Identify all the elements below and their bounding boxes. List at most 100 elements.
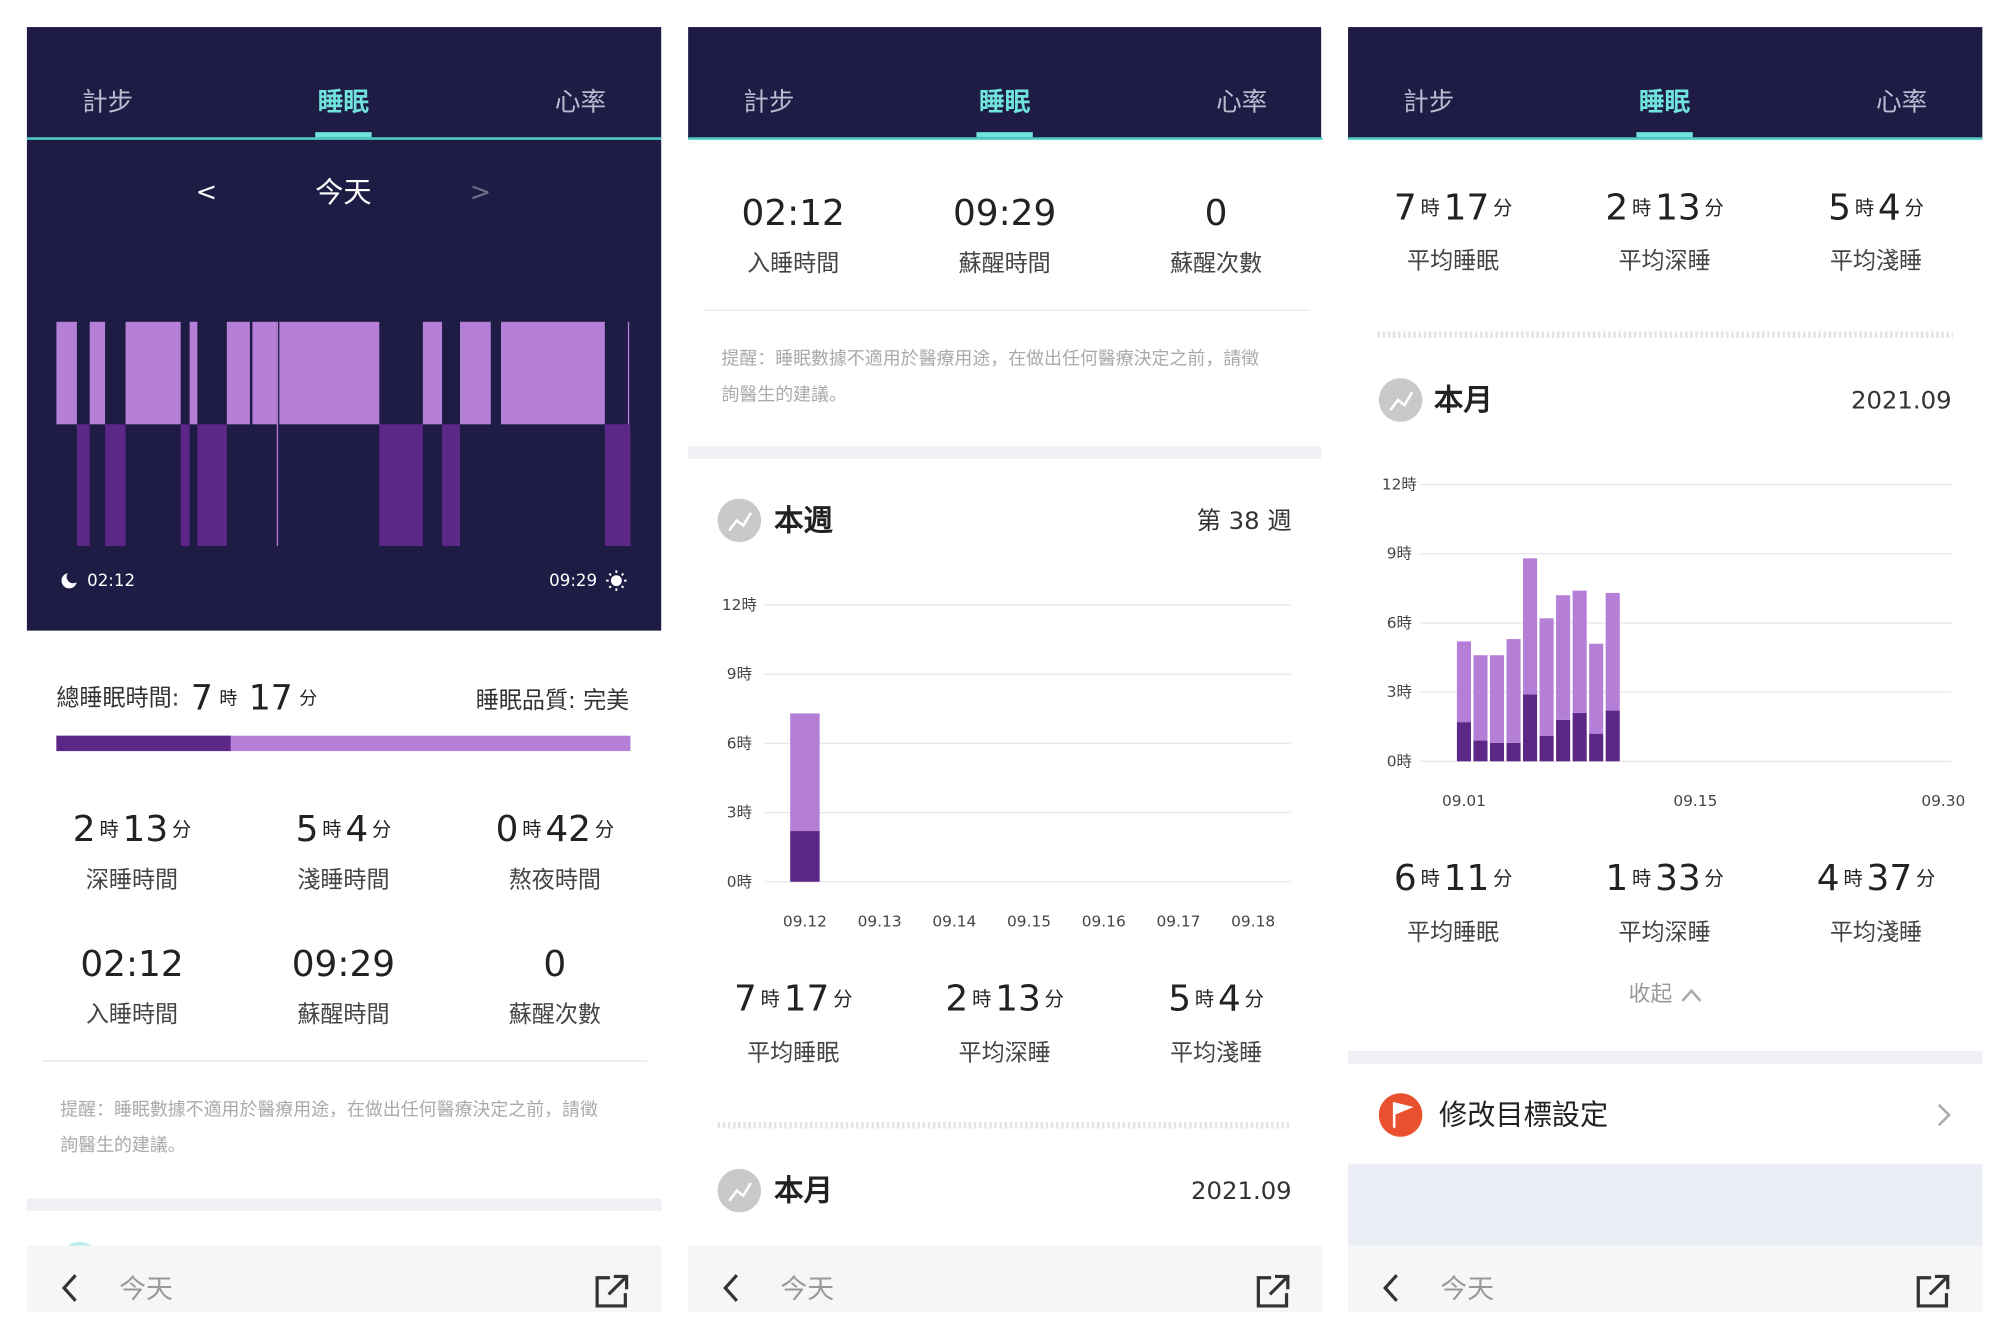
- stat-value: 7 時 17 分: [734, 978, 852, 1019]
- section-gap: [688, 446, 1322, 459]
- light-sleep: [56, 321, 77, 425]
- stat-unit: 分: [1493, 196, 1512, 219]
- chart-icon: [717, 498, 762, 543]
- bar: [1489, 655, 1505, 743]
- chevron-right[interactable]: [1937, 1103, 1951, 1127]
- stat-number: 7: [1394, 187, 1417, 228]
- tab[interactable]: 心率: [1216, 88, 1267, 118]
- goal-icon: [1378, 1093, 1423, 1137]
- goal-setting[interactable]: 修改目標設定: [1439, 1098, 1608, 1131]
- stat-unit: 分: [833, 987, 852, 1010]
- bottom-bar: [688, 1245, 1323, 1313]
- y-tick-label: 6時: [1387, 614, 1412, 632]
- back-icon[interactable]: [723, 1274, 739, 1302]
- section-title: 本週: [774, 503, 833, 537]
- section-period: 2021.09: [1191, 1176, 1292, 1205]
- stat-unit: 時: [972, 987, 991, 1010]
- back-icon[interactable]: [61, 1274, 77, 1302]
- stat-unit: 分: [595, 818, 614, 841]
- next-day[interactable]: >: [470, 177, 491, 207]
- bar: [790, 713, 820, 832]
- stat-unit: 分: [1916, 866, 1935, 889]
- stat-number: 09:29: [953, 192, 1056, 233]
- prev-day[interactable]: <: [196, 177, 217, 207]
- stat-unit: 時: [99, 818, 118, 841]
- deep-sleep: [379, 424, 423, 547]
- stat-number: 7: [734, 978, 757, 1019]
- share-icon[interactable]: [595, 1274, 629, 1308]
- tab[interactable]: 計步: [743, 88, 794, 118]
- back-label[interactable]: 今天: [780, 1274, 834, 1305]
- stat-value: 09:29: [292, 943, 395, 984]
- y-tick-label: 3時: [727, 804, 752, 822]
- tab[interactable]: 心率: [555, 88, 606, 118]
- x-tick-label: 09.13: [858, 913, 902, 931]
- reminder: 詢醫生的建議。: [721, 384, 846, 405]
- stat-number: 0: [1205, 192, 1228, 233]
- stat-unit: 分: [1493, 866, 1512, 889]
- chart-icon: [1378, 378, 1423, 422]
- deep-sleep: [442, 424, 461, 547]
- stat-number: 4: [1878, 187, 1901, 228]
- stat-number: 42: [545, 809, 591, 850]
- stat-unit: 時: [522, 818, 541, 841]
- stat-label: 入睡時間: [86, 1002, 178, 1028]
- section-title: 本月: [774, 1174, 833, 1208]
- bar: [1605, 710, 1620, 762]
- chart-icon: [728, 1182, 753, 1202]
- x-tick-label: 09.16: [1082, 913, 1126, 931]
- tab[interactable]: 睡眠: [1639, 88, 1691, 118]
- back-label[interactable]: 今天: [119, 1274, 173, 1305]
- stat-value: 6 時 11 分: [1394, 857, 1512, 898]
- stat-label: 平均淺睡: [1830, 249, 1922, 275]
- deep-sleep: [604, 424, 631, 547]
- y-tick-label: 6時: [727, 734, 752, 752]
- deep-sleep: [197, 424, 227, 547]
- bar: [1506, 639, 1521, 743]
- bar: [1523, 694, 1538, 762]
- stat-label: 深睡時間: [86, 867, 178, 893]
- stat-number: 17: [1444, 187, 1490, 228]
- stat-unit: 時: [1421, 866, 1440, 889]
- awake-line: [276, 321, 279, 547]
- tab-indicator: [976, 132, 1033, 138]
- back-label[interactable]: 今天: [1440, 1274, 1494, 1305]
- tab[interactable]: 計步: [82, 88, 133, 118]
- share-icon[interactable]: [1256, 1274, 1290, 1308]
- x-tick-label: 09.15: [1673, 792, 1717, 810]
- stat-number: 5: [296, 809, 319, 850]
- tab[interactable]: 心率: [1876, 88, 1927, 118]
- stat-label: 熬夜時間: [509, 867, 601, 893]
- bar: [1572, 712, 1587, 762]
- stat-unit: 時: [1632, 866, 1651, 889]
- y-tick-label: 9時: [727, 665, 752, 683]
- bar: [1539, 735, 1554, 762]
- goal-icon: [1392, 1101, 1414, 1128]
- bar: [1539, 618, 1554, 736]
- bar: [790, 831, 820, 882]
- stat-number: 2: [73, 809, 96, 850]
- date-label: 今天: [315, 176, 371, 209]
- stat-value: 1 時 33 分: [1605, 857, 1723, 898]
- stat-unit: 時: [761, 987, 780, 1010]
- stat-value: 09:29: [953, 192, 1056, 233]
- tab[interactable]: 睡眠: [979, 88, 1031, 118]
- deep-sleep: [105, 424, 126, 547]
- share-icon[interactable]: [1916, 1274, 1950, 1308]
- sleep-end: 09:29: [549, 571, 597, 590]
- stat-number: 17: [784, 978, 830, 1019]
- tab[interactable]: 睡眠: [318, 88, 370, 118]
- stat-number: 33: [1655, 857, 1701, 898]
- tab[interactable]: 計步: [1403, 88, 1454, 118]
- deep-sleep: [76, 424, 90, 547]
- collapse[interactable]: 收起: [1629, 982, 1673, 1007]
- bar: [1523, 558, 1538, 695]
- stat-unit: 分: [1705, 196, 1724, 219]
- light-sleep: [189, 321, 198, 425]
- total-label: 總睡眠時間:: [56, 686, 179, 712]
- reminder: 詢醫生的建議。: [60, 1135, 185, 1156]
- stat-number: 6: [1394, 857, 1417, 898]
- x-tick-label: 09.12: [783, 913, 827, 931]
- back-icon[interactable]: [1383, 1274, 1398, 1302]
